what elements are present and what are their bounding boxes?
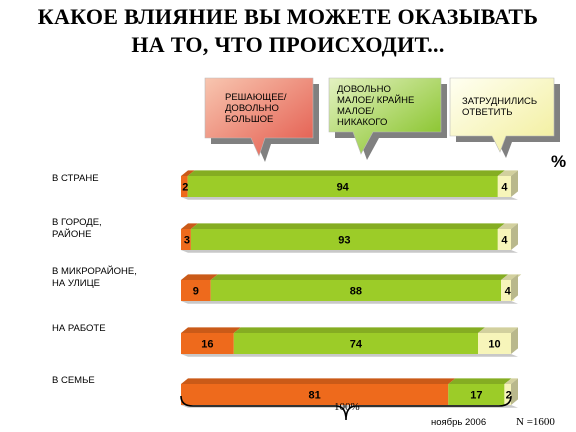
bar-segment-neighborhood-influence	[181, 280, 211, 301]
bar-top-family-little	[448, 378, 512, 384]
row-label-country: В СТРАНЕ	[52, 173, 99, 184]
value-label-country-little: 94	[337, 182, 350, 194]
value-label-country-influence: 2	[182, 182, 188, 194]
bar-floor-country	[181, 197, 518, 200]
legend-callout-dontknow: ЗАТРУДНИЛИСЬ ОТВЕТИТЬ	[449, 77, 560, 158]
bar-segment-family-little	[448, 384, 505, 405]
bar-top-country-little	[187, 170, 505, 176]
value-label-work-dontknow: 10	[488, 339, 500, 351]
bar-side-work	[511, 327, 518, 354]
legend-label-dontknow: ЗАТРУДНИЛИСЬ ОТВЕТИТЬ	[462, 96, 538, 118]
bar-top-neighborhood-dontknow	[501, 274, 522, 280]
row-label-work: НА РАБОТЕ	[52, 323, 106, 334]
bar-segment-family-influence	[181, 384, 449, 405]
bar-segment-country-dontknow	[497, 176, 511, 197]
bar-side-neighborhood	[511, 274, 518, 301]
bar-floor-city	[181, 250, 518, 253]
total-brace	[180, 395, 512, 421]
chart-title-line-2: НА ТО, ЧТО ПРОИСХОДИТ...	[131, 32, 445, 57]
value-label-neighborhood-little: 88	[350, 286, 362, 298]
bar-segment-neighborhood-little	[210, 280, 502, 301]
bar-side-city	[511, 223, 518, 250]
value-label-work-little: 74	[350, 339, 363, 351]
value-label-work-influence: 16	[201, 339, 213, 351]
value-label-family-dontknow: 2	[506, 390, 512, 402]
bar-segment-family-dontknow	[504, 384, 511, 405]
bar-floor-work	[181, 354, 518, 357]
value-label-family-influence: 81	[309, 390, 321, 402]
value-label-neighborhood-influence: 9	[193, 286, 199, 298]
value-label-city-dontknow: 4	[501, 235, 508, 247]
legend-label-little: ДОВОЛЬНО МАЛОЕ/ КРАЙНЕ МАЛОЕ/ НИКАКОГО	[337, 84, 415, 128]
bar-segment-work-dontknow	[478, 333, 511, 354]
percent-sign: %	[551, 152, 567, 171]
bar-top-neighborhood-influence	[181, 274, 218, 280]
bar-segment-work-influence	[181, 333, 234, 354]
row-label-neighborhood: В МИКРОРАЙОНЕ, НА УЛИЦЕ	[52, 266, 137, 289]
bar-floor-neighborhood	[181, 301, 518, 304]
row-label-family: В СЕМЬЕ	[52, 375, 95, 386]
date-note: ноябрь 2006	[431, 417, 487, 428]
legend-label-influence: РЕШАЮЩЕЕ/ ДОВОЛЬНО БОЛЬШОЕ	[225, 92, 287, 125]
legend-callout-little: ДОВОЛЬНО МАЛОЕ/ КРАЙНЕ МАЛОЕ/ НИКАКОГО	[328, 77, 447, 160]
bar-top-city-dontknow	[497, 223, 518, 229]
callout-shape-little	[328, 77, 447, 160]
value-label-city-influence: 3	[184, 235, 190, 247]
value-label-neighborhood-dontknow: 4	[505, 286, 512, 298]
bar-top-work-little	[233, 327, 485, 333]
bar-segment-country-little	[187, 176, 498, 197]
row-label-city: В ГОРОДЕ, РАЙОНЕ	[52, 217, 102, 240]
bar-segment-city-dontknow	[497, 229, 511, 250]
bar-top-work-influence	[181, 327, 241, 333]
callout-shape-dontknow	[449, 77, 560, 158]
bar-side-country	[511, 170, 518, 197]
callout-shape-influence	[204, 77, 319, 162]
bar-top-family-influence	[181, 378, 456, 384]
legend-callout-influence: РЕШАЮЩЕЕ/ ДОВОЛЬНО БОЛЬШОЕ	[204, 77, 319, 162]
bar-top-city-little	[190, 223, 505, 229]
chart-title-line-1: КАКОЕ ВЛИЯНИЕ ВЫ МОЖЕТЕ ОКАЗЫВАТЬ	[37, 4, 539, 29]
bar-segment-work-little	[233, 333, 478, 354]
sample-size-note: N =1600	[516, 416, 555, 428]
brace-label: 100%	[334, 401, 360, 413]
bar-top-family-dontknow	[504, 378, 518, 384]
bar-top-neighborhood-little	[210, 274, 509, 280]
bar-top-work-dontknow	[478, 327, 518, 333]
value-label-country-dontknow: 4	[501, 182, 508, 194]
bar-side-family	[511, 378, 518, 405]
bar-top-country-dontknow	[497, 170, 518, 176]
value-label-family-little: 17	[470, 390, 482, 402]
value-label-city-little: 93	[338, 235, 350, 247]
bar-segment-country-influence	[181, 176, 188, 197]
bar-top-country-influence	[181, 170, 195, 176]
bar-top-city-influence	[181, 223, 198, 229]
bar-segment-city-little	[190, 229, 498, 250]
bar-segment-city-influence	[181, 229, 191, 250]
